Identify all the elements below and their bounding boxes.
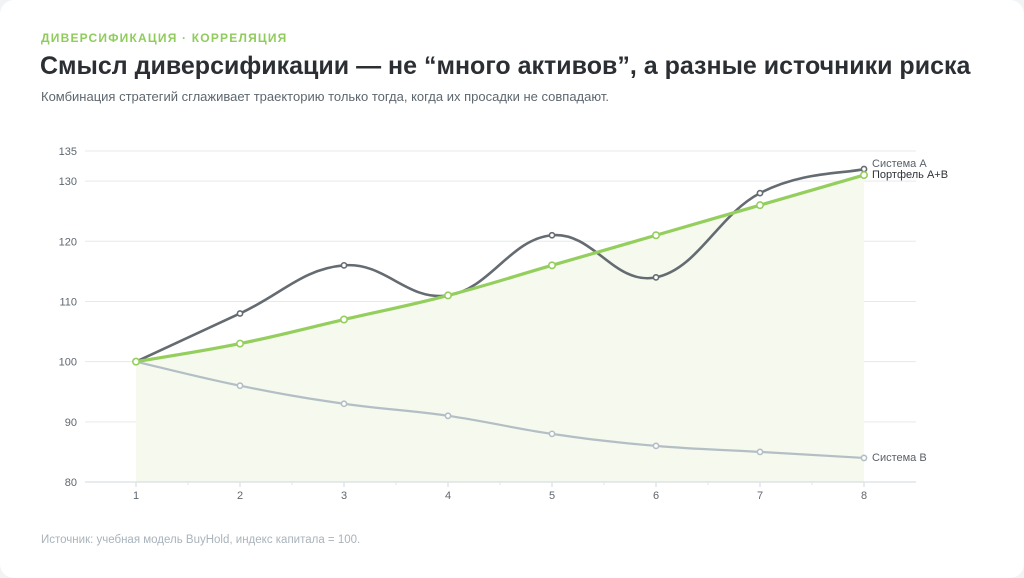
eyebrow-label: ДИВЕРСИФИКАЦИЯ · КОРРЕЛЯЦИЯ [41, 31, 288, 45]
y-tick-label: 90 [65, 417, 77, 429]
x-tick-label: 7 [757, 490, 763, 502]
page-subtitle: Комбинация стратегий сглаживает траектор… [41, 89, 609, 104]
x-tick-label: 2 [237, 490, 243, 502]
data-point-a [236, 310, 244, 317]
series-label-b: Система B [872, 452, 927, 464]
x-tick-label: 6 [653, 490, 659, 502]
y-tick-label: 130 [59, 176, 77, 188]
data-point-p [651, 231, 660, 240]
data-point-b [860, 454, 868, 462]
x-tick-label: 4 [445, 490, 451, 502]
series-labels: Система A Система B Портфель A+B [872, 158, 948, 464]
series-line-b [134, 360, 866, 460]
data-point-p [443, 291, 452, 300]
data-point-p [755, 201, 764, 210]
axes: 80 90 100 110 120 130 135 1 2 3 4 5 6 7 8 [59, 146, 916, 502]
portfolio-area [136, 175, 864, 482]
data-point-b [340, 400, 348, 408]
data-point-b [756, 448, 764, 456]
data-point-a [756, 189, 764, 197]
series-line-p [134, 173, 866, 364]
data-point-b [236, 382, 244, 390]
y-tick-label: 100 [59, 357, 77, 369]
series-lines [132, 165, 868, 462]
portfolio-area-fill [136, 175, 864, 482]
data-point-p [547, 261, 556, 270]
x-tick-label: 1 [133, 490, 139, 502]
data-point-p [132, 357, 141, 366]
data-point-b [548, 430, 556, 438]
data-point-b [444, 412, 452, 420]
data-point-p [236, 339, 245, 348]
series-label-a: Система A [872, 158, 927, 170]
y-tick-label: 135 [59, 146, 77, 158]
y-tick-label: 120 [59, 236, 77, 248]
y-tick-label: 110 [59, 296, 77, 308]
data-point-a [860, 165, 868, 173]
x-tick-label: 5 [549, 490, 555, 502]
x-tick-label: 3 [341, 490, 347, 502]
series-label-p: Портфель A+B [872, 169, 948, 181]
x-tick-label: 8 [861, 490, 867, 502]
data-point-b [652, 442, 660, 450]
data-point-p [859, 171, 868, 180]
data-point-p [339, 315, 348, 324]
page-title: Смысл диверсификации — не “много активов… [40, 52, 971, 80]
source-note: Источник: учебная модель BuyHold, индекс… [41, 534, 361, 546]
y-tick-label: 80 [65, 477, 77, 489]
data-point-a [340, 261, 348, 269]
series-line-a [134, 167, 866, 363]
data-point-a [652, 273, 660, 281]
data-point-a [548, 231, 556, 239]
